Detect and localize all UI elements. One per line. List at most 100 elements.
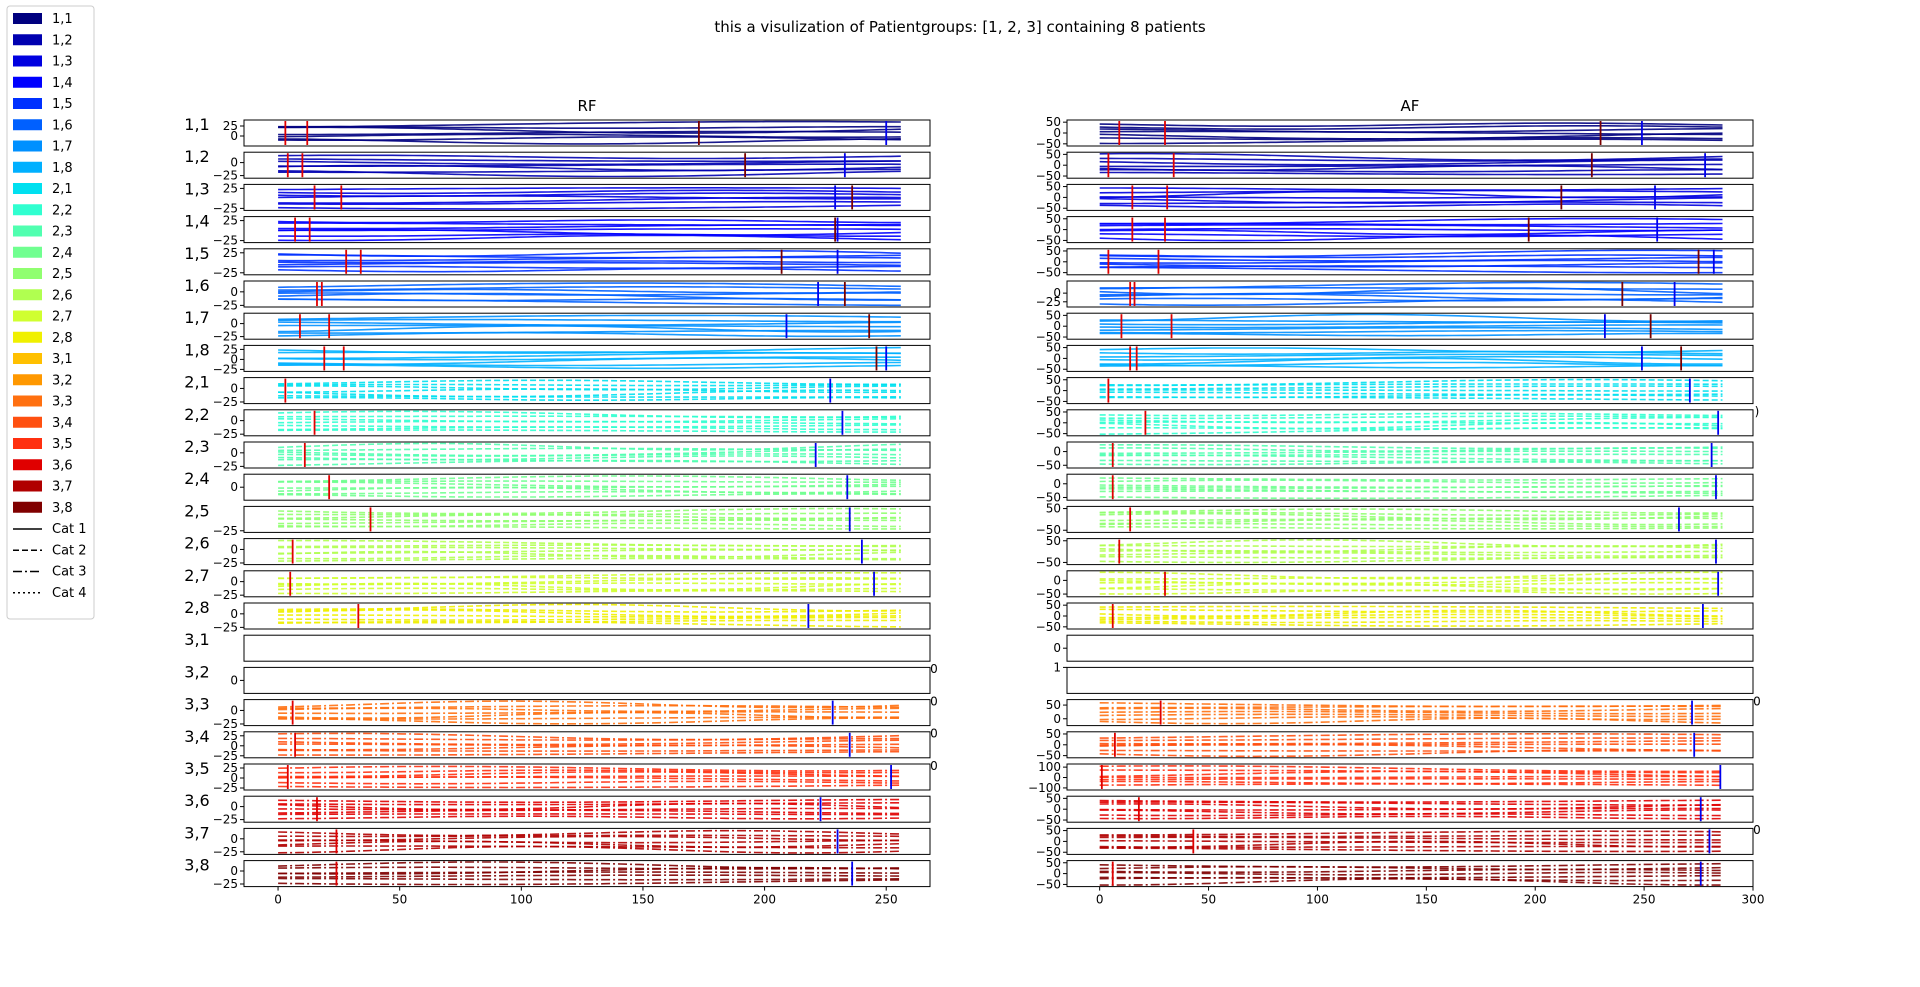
series-line <box>278 707 901 713</box>
series-line <box>1099 347 1723 353</box>
subplot-af-1-5: 500−50 <box>1036 244 1754 280</box>
axes-frame <box>243 248 931 276</box>
axes-frame <box>1066 570 1754 598</box>
legend-label: 3,4 <box>52 416 73 431</box>
series-line <box>278 609 901 618</box>
axes-frame <box>1066 216 1754 244</box>
series-line <box>278 396 901 401</box>
series-line <box>1099 152 1723 162</box>
subplot-af-3-3: 500 <box>1046 698 1754 727</box>
legend-label: 2,3 <box>52 225 73 240</box>
y-tick-label: −50 <box>1036 201 1061 215</box>
x-tick-label: 100 <box>510 893 533 907</box>
axes-frame <box>1066 473 1754 501</box>
legend-swatch <box>13 289 42 301</box>
series-lines <box>1099 378 1723 401</box>
series-lines <box>1099 830 1723 853</box>
axes-frame <box>1066 344 1754 372</box>
y-tick-label: −25 <box>213 813 238 827</box>
series-line <box>278 286 901 291</box>
row-label-3-7: 3,7 <box>184 823 209 842</box>
row-label-3-3: 3,3 <box>184 695 209 714</box>
legend-swatch <box>13 13 42 24</box>
series-line <box>1099 556 1723 564</box>
axes-frame <box>1066 634 1754 662</box>
series-line <box>278 877 901 881</box>
y-tick-label: −50 <box>1036 427 1061 441</box>
axes-frame <box>243 538 931 566</box>
series-lines <box>278 700 901 725</box>
series-line <box>278 475 901 483</box>
series-line <box>1099 165 1723 171</box>
y-tick-label: 50 <box>1046 212 1061 226</box>
series-line <box>278 219 901 224</box>
series-line <box>1099 421 1723 430</box>
series-line <box>1099 737 1723 742</box>
series-line <box>1099 733 1723 739</box>
row-label-3-8: 3,8 <box>184 856 209 875</box>
series-line <box>1099 385 1723 390</box>
axes-frame <box>1066 151 1754 179</box>
series-line <box>278 480 901 483</box>
series-line <box>278 261 901 267</box>
y-tick-label: −25 <box>213 459 238 473</box>
y-tick-label: 100 <box>1038 760 1061 774</box>
row-label-1-6: 1,6 <box>184 276 209 295</box>
y-tick-label: 0 <box>230 703 238 717</box>
y-tick-label: −25 <box>213 877 238 891</box>
series-line <box>278 136 901 141</box>
series-lines <box>1099 799 1723 820</box>
series-line <box>1099 511 1723 517</box>
y-tick-label: −50 <box>1036 620 1061 634</box>
y-tick-label: −50 <box>1036 233 1061 247</box>
x-tick-label: 50 <box>392 893 407 907</box>
y-tick-label: 50 <box>1046 147 1061 161</box>
series-line <box>278 418 901 423</box>
series-line <box>1099 229 1723 236</box>
series-line <box>278 544 901 548</box>
series-line <box>1099 512 1723 521</box>
series-lines <box>278 732 901 756</box>
y-tick-label: −25 <box>213 556 238 570</box>
y-tick-label: −50 <box>1036 587 1061 601</box>
y-tick-label: −50 <box>1036 845 1061 859</box>
series-line <box>1099 203 1723 209</box>
subplot-af-1-1: 500−50 <box>1036 115 1754 151</box>
series-line <box>1099 765 1723 773</box>
series-line <box>1099 287 1723 296</box>
y-tick-label: −50 <box>1036 458 1061 472</box>
series-line <box>1099 834 1723 838</box>
series-lines <box>1099 217 1723 242</box>
series-line <box>278 716 901 720</box>
legend-swatch <box>13 480 42 492</box>
y-tick-label: −25 <box>213 749 238 763</box>
series-line <box>1099 539 1723 548</box>
row-label-3-1: 3,1 <box>184 630 209 649</box>
axes-frame <box>1066 409 1754 437</box>
legend-label: 3,3 <box>52 395 73 410</box>
series-line <box>1099 138 1723 145</box>
series-line <box>1099 608 1723 613</box>
axes-frame <box>243 795 931 823</box>
series-lines <box>278 442 901 467</box>
series-line <box>278 550 901 558</box>
legend-label: 2,6 <box>52 288 73 303</box>
series-line <box>1099 717 1723 725</box>
series-lines <box>1099 571 1723 595</box>
y-tick-label: 0 <box>230 739 238 753</box>
series-lines <box>278 379 901 401</box>
y-tick-label: −100 <box>1028 781 1061 795</box>
axes-frame <box>243 634 931 662</box>
row-label-3-5: 3,5 <box>184 759 209 778</box>
series-line <box>278 321 901 326</box>
y-tick-label: −25 <box>213 395 238 409</box>
subplot-af-2-2: 500−50 <box>1036 405 1754 441</box>
y-tick-label: 0 <box>1053 255 1061 269</box>
subplot-rf-3-6: 0−25 <box>213 795 931 827</box>
series-line <box>1099 332 1723 337</box>
subplot-rf-1-7: 0−25 <box>213 312 931 344</box>
series-line <box>1099 749 1723 752</box>
series-lines <box>1099 539 1723 564</box>
axes-frame <box>1066 183 1754 211</box>
